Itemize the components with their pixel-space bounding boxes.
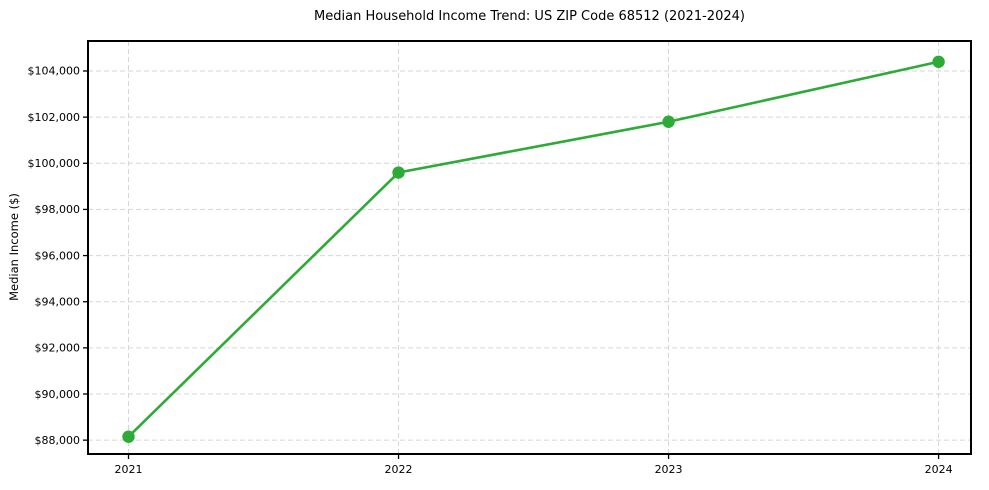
y-tick-label: $104,000 — [28, 65, 81, 78]
gridlines — [88, 41, 971, 454]
x-tick-label: 2022 — [385, 463, 413, 476]
chart-title: Median Household Income Trend: US ZIP Co… — [314, 9, 745, 24]
data-point-marker — [122, 430, 135, 443]
x-tick-label: 2023 — [655, 463, 683, 476]
data-point-marker — [392, 166, 405, 179]
x-axis: 2021 2022 2023 2024 — [115, 454, 953, 476]
x-tick-label: 2021 — [115, 463, 143, 476]
y-tick-label: $90,000 — [35, 388, 81, 401]
y-tick-label: $96,000 — [35, 249, 81, 262]
x-tick-label: 2024 — [925, 463, 953, 476]
data-point-marker — [662, 115, 675, 128]
data-point-marker — [932, 55, 945, 68]
y-tick-label: $88,000 — [35, 434, 81, 447]
plot-border — [87, 40, 972, 455]
y-tick-label: $102,000 — [28, 111, 81, 124]
y-axis: $88,000 $90,000 $92,000 $94,000 $96,000 $98,0… — [28, 65, 88, 447]
y-tick-label: $98,000 — [35, 203, 81, 216]
y-tick-label: $94,000 — [35, 295, 81, 308]
y-tick-label: $100,000 — [28, 157, 81, 170]
y-tick-label: $92,000 — [35, 342, 81, 355]
trend-line — [127, 60, 940, 438]
